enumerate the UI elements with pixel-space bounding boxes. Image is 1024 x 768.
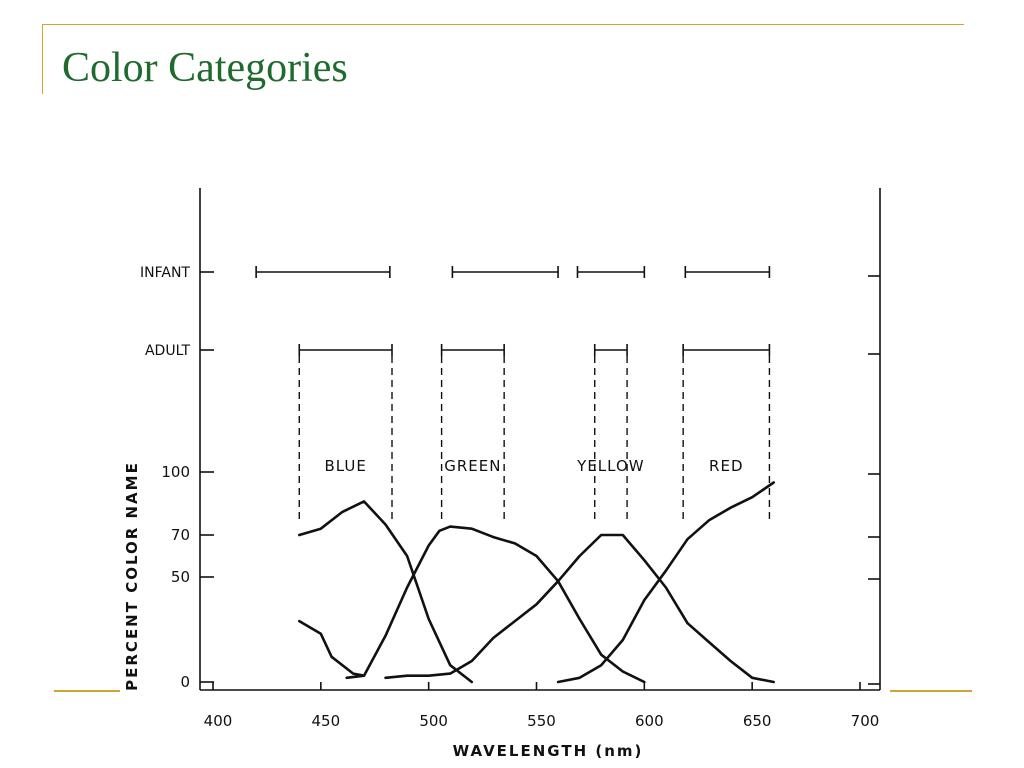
x-axis-label: WAVELENGTH (nm) [453, 742, 644, 760]
footer-rule-left [54, 690, 120, 692]
chart-labels: 0 50 70 100 400 450 500 550 600 650 700 INFANT ADULT… [123, 265, 879, 760]
x-tick-label: 550 [527, 712, 556, 730]
title-frame-top-line [42, 24, 964, 25]
x-tick-label: 650 [743, 712, 772, 730]
title-frame-left-line [42, 24, 43, 94]
category-boundary-lines [298, 356, 771, 520]
y-tick-label: 70 [171, 526, 190, 544]
footer-rule-right [890, 690, 972, 692]
y-tick-label: 100 [161, 463, 190, 481]
color-name-curve [345, 525, 646, 684]
x-tick-label: 450 [312, 712, 341, 730]
color-name-curves [298, 481, 775, 684]
color-name-curve [384, 533, 775, 684]
y-tick-label: 50 [171, 568, 190, 586]
x-tick-label: 500 [419, 712, 448, 730]
range-bars [255, 266, 771, 356]
category-label: YELLOW [576, 457, 644, 475]
row-label: ADULT [145, 343, 190, 359]
color-name-curve [556, 481, 775, 684]
x-tick-label: 700 [851, 712, 880, 730]
category-label: BLUE [324, 457, 366, 475]
category-label: RED [709, 457, 743, 475]
chart-axes [199, 188, 881, 691]
color-name-curve [298, 500, 474, 684]
category-label: GREEN [444, 457, 501, 475]
color-name-curve [298, 619, 366, 677]
x-tick-label: 400 [204, 712, 233, 730]
y-axis-label: PERCENT COLOR NAME [123, 461, 141, 691]
x-tick-label: 600 [635, 712, 664, 730]
slide-title: Color Categories [62, 45, 348, 91]
y-tick-label: 0 [180, 673, 190, 691]
row-label: INFANT [140, 265, 190, 281]
